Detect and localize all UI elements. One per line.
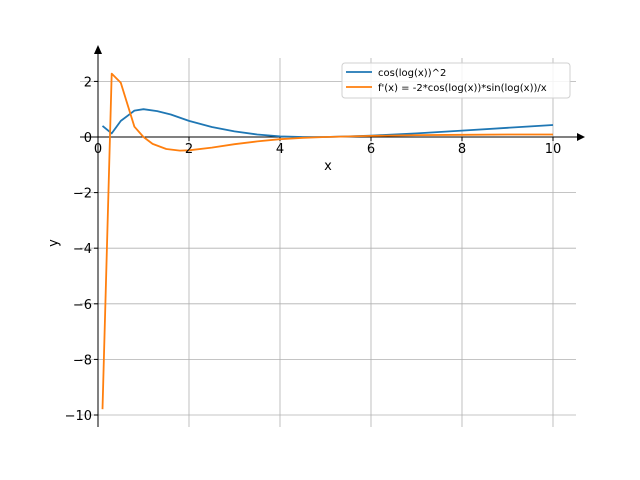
x-axis-arrow	[577, 133, 585, 141]
x-axis-label: x	[324, 159, 332, 174]
y-axis-arrow	[94, 45, 102, 54]
legend-entry-1: cos(log(x))^2	[378, 68, 446, 79]
y-axis-label: y	[47, 239, 62, 247]
legend-entry-2: f'(x) = -2*cos(log(x))*sin(log(x))/x	[378, 83, 547, 94]
x-tick-label: 8	[458, 142, 466, 157]
x-tick-label: 4	[276, 142, 284, 157]
y-tick-label: −4	[73, 242, 92, 257]
series-line-1	[101, 108, 554, 138]
x-tick-label: 10	[545, 142, 562, 157]
y-tick-label: −10	[65, 409, 92, 424]
x-tick-label: 2	[185, 142, 193, 157]
tick-labels: 0 2 4 6 8 10 2 0 −2 −4 −6 −8 −10	[65, 75, 562, 424]
y-tick-label: 2	[84, 75, 92, 90]
legend: cos(log(x))^2 f'(x) = -2*cos(log(x))*sin(…	[341, 62, 571, 99]
legend-box	[341, 62, 571, 99]
series-line-2	[101, 72, 553, 410]
x-tick-label: 0	[94, 142, 102, 157]
series-lines	[101, 72, 554, 410]
y-tick-label: −8	[73, 353, 92, 368]
x-tick-label: 6	[367, 142, 375, 157]
axes	[80, 45, 585, 427]
grid	[80, 58, 576, 427]
y-tick-label: 0	[84, 131, 92, 146]
y-tick-label: −6	[73, 298, 92, 313]
y-tick-label: −2	[73, 187, 92, 202]
